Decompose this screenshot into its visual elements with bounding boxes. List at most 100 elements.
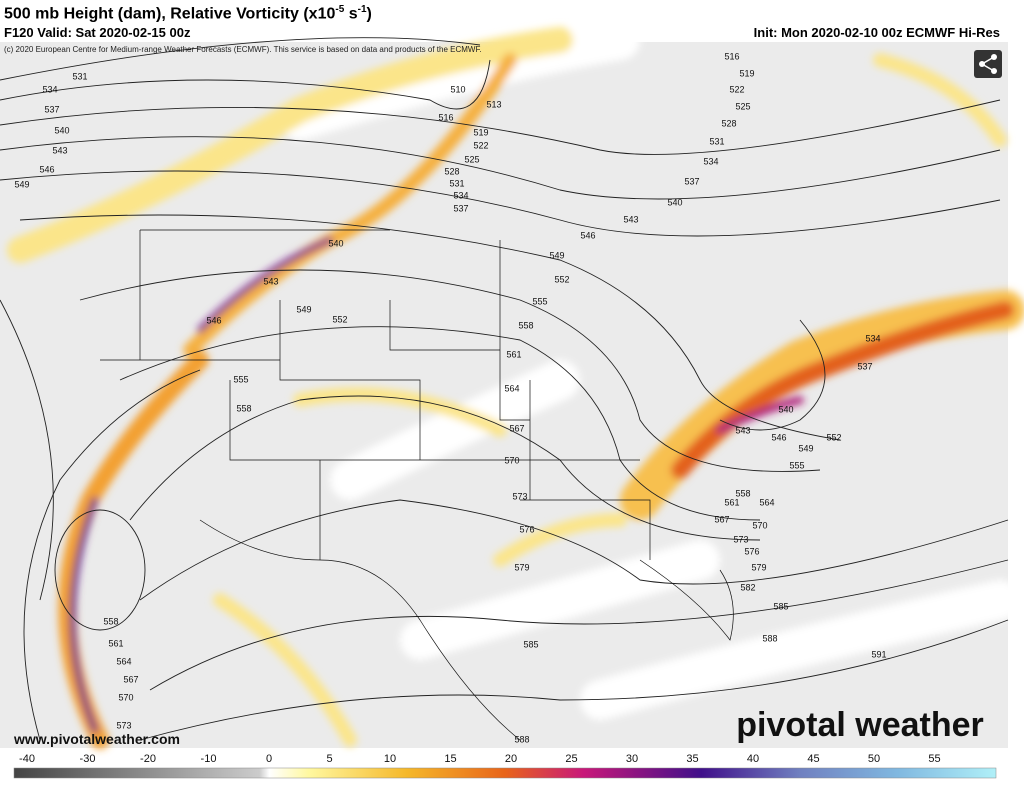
contour-label: 564 xyxy=(116,656,131,666)
valid-time: F120 Valid: Sat 2020-02-15 00z xyxy=(4,25,191,40)
contour-label: 540 xyxy=(328,238,343,248)
contour-label: 531 xyxy=(72,71,87,81)
contour-label: 531 xyxy=(709,136,724,146)
contour-label: 558 xyxy=(236,403,251,413)
contour-label: 567 xyxy=(123,674,138,684)
contour-label: 570 xyxy=(752,520,767,530)
contour-label: 549 xyxy=(296,304,311,314)
colorbar-label: 20 xyxy=(505,753,517,765)
contour-label: 564 xyxy=(504,383,519,393)
contour-label: 543 xyxy=(263,276,278,286)
contour-label: 555 xyxy=(532,296,547,306)
contour-label: 585 xyxy=(773,601,788,611)
contour-label: 534 xyxy=(865,333,880,343)
contour-label: 570 xyxy=(504,455,519,465)
contour-label: 564 xyxy=(759,497,774,507)
colorbar-label: -20 xyxy=(140,753,156,765)
contour-label: 585 xyxy=(523,639,538,649)
header: 500 mb Height (dam), Relative Vorticity … xyxy=(0,0,1024,42)
contour-label: 588 xyxy=(514,734,529,744)
title-text: ) xyxy=(366,5,372,23)
contour-label: 546 xyxy=(771,432,786,442)
vorticity-field xyxy=(7,20,1024,749)
contour-label: 561 xyxy=(506,349,521,359)
contour-label: 537 xyxy=(44,104,59,114)
contour-label: 588 xyxy=(762,633,777,643)
contour-label: 534 xyxy=(42,84,57,94)
contour-label: 579 xyxy=(514,562,529,572)
share-bg[interactable] xyxy=(974,50,1002,78)
contour-label: 561 xyxy=(108,638,123,648)
contour-label: 558 xyxy=(518,320,533,330)
init-time: Init: Mon 2020-02-10 00z ECMWF Hi-Res xyxy=(753,25,1000,40)
watermark: pivotal weather xyxy=(736,706,984,744)
contour-label: 576 xyxy=(519,524,534,534)
contour-label: 531 xyxy=(449,178,464,188)
copyright: (c) 2020 European Centre for Medium-rang… xyxy=(4,45,482,54)
title: 500 mb Height (dam), Relative Vorticity … xyxy=(4,4,372,23)
colorbar-label: 15 xyxy=(444,753,456,765)
contour-label: 573 xyxy=(512,491,527,501)
contour-label: 534 xyxy=(703,156,718,166)
height-contours xyxy=(0,37,1009,741)
contour-label: 522 xyxy=(473,140,488,150)
share-button[interactable] xyxy=(974,50,1002,78)
colorbar-label: 50 xyxy=(868,753,880,765)
contour-label: 543 xyxy=(623,214,638,224)
contour-label: 546 xyxy=(580,230,595,240)
colorbar-label: -10 xyxy=(201,753,217,765)
contour-label: 561 xyxy=(724,497,739,507)
contour-label: 519 xyxy=(473,127,488,137)
contour-label: 549 xyxy=(14,179,29,189)
contour-label: 555 xyxy=(233,374,248,384)
contour-label: 543 xyxy=(735,425,750,435)
contour-label: 552 xyxy=(826,432,841,442)
contour-label: 510 xyxy=(450,84,465,94)
colorbar-label: 40 xyxy=(747,753,759,765)
contour-label: 528 xyxy=(721,118,736,128)
contour-label: 525 xyxy=(464,154,479,164)
contour-label: 552 xyxy=(554,274,569,284)
colorbar-label: 55 xyxy=(928,753,940,765)
contour-label: 543 xyxy=(52,145,67,155)
contour-label: 582 xyxy=(740,582,755,592)
contour-label: 546 xyxy=(39,164,54,174)
contour-label: 525 xyxy=(735,101,750,111)
title-text: 500 mb Height (dam), Relative Vorticity … xyxy=(4,5,336,23)
contour-label: 537 xyxy=(684,176,699,186)
contour-label: 534 xyxy=(453,190,468,200)
contour-label: 576 xyxy=(744,546,759,556)
title-exp: -5 xyxy=(335,4,345,15)
contour-label: 567 xyxy=(509,423,524,433)
title-text: s xyxy=(344,5,358,23)
contour-label: 549 xyxy=(549,250,564,260)
contour-label: 567 xyxy=(714,514,729,524)
site-url: www.pivotalweather.com xyxy=(13,731,180,747)
colorbar-label: 5 xyxy=(326,753,332,765)
contour-label: 537 xyxy=(453,203,468,213)
contour-label: 579 xyxy=(751,562,766,572)
contour-label: 522 xyxy=(729,84,744,94)
contour-label: 540 xyxy=(778,404,793,414)
contour-label: 555 xyxy=(789,460,804,470)
colorbar-label: 30 xyxy=(626,753,638,765)
title-exp: -1 xyxy=(357,4,367,15)
contour-label: 573 xyxy=(733,534,748,544)
colorbar xyxy=(13,767,997,779)
contour-label: 540 xyxy=(667,197,682,207)
colorbar-label: 25 xyxy=(565,753,577,765)
contour-label: 546 xyxy=(206,315,221,325)
contour-label: 513 xyxy=(486,99,501,109)
colorbar-label: 10 xyxy=(384,753,396,765)
colorbar-label: 35 xyxy=(686,753,698,765)
contour-label: 573 xyxy=(116,720,131,730)
contour-label: 519 xyxy=(739,68,754,78)
contour-label: 516 xyxy=(724,51,739,61)
contour-label: 558 xyxy=(735,488,750,498)
contour-label: 528 xyxy=(444,166,459,176)
colorbar-label: 45 xyxy=(807,753,819,765)
colorbar-label: 0 xyxy=(266,753,272,765)
contour-label: 549 xyxy=(798,443,813,453)
